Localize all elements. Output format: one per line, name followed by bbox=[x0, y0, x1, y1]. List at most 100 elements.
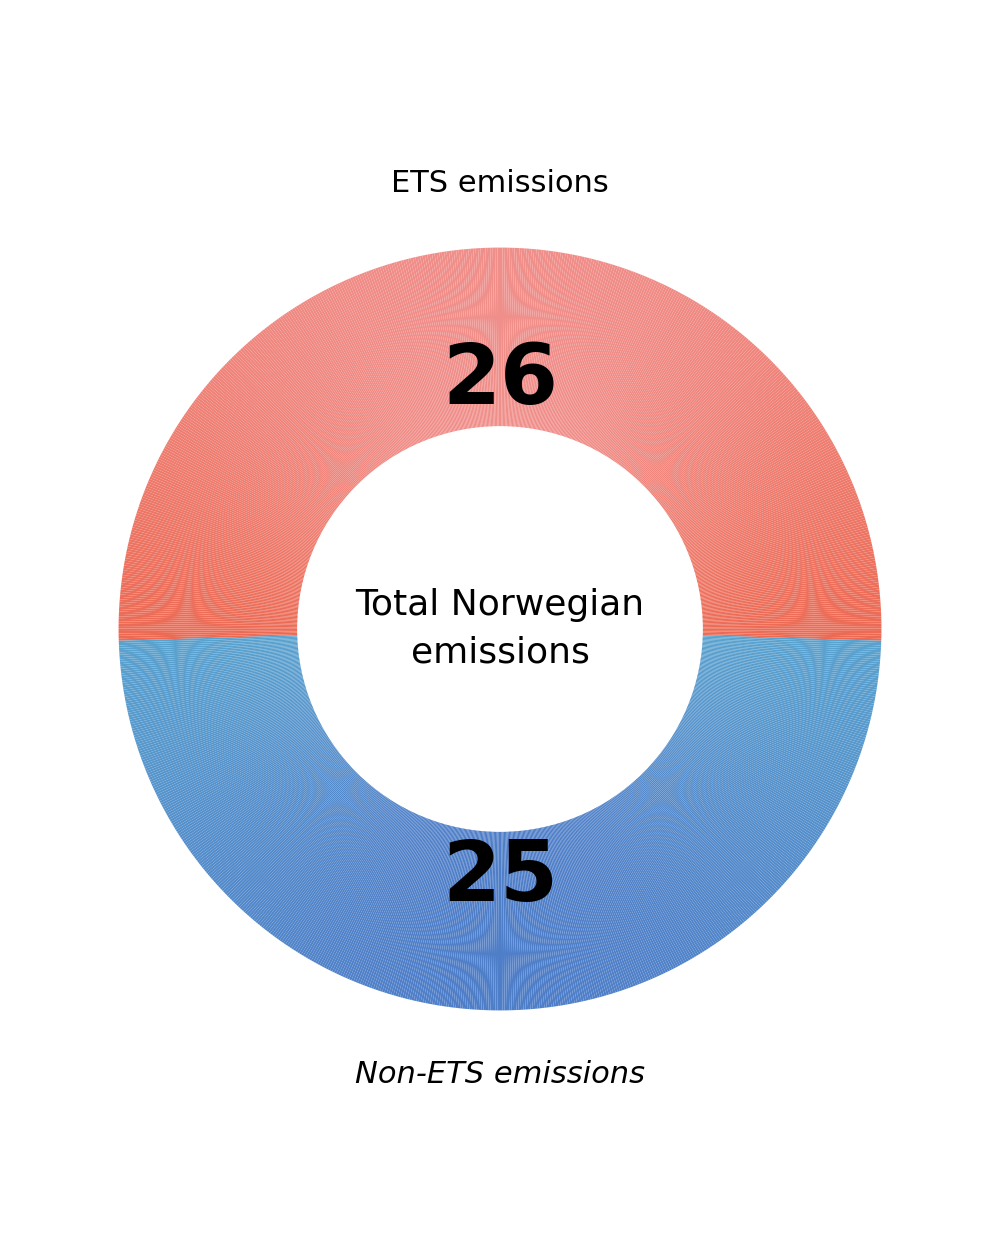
Polygon shape bbox=[702, 629, 881, 632]
Polygon shape bbox=[244, 345, 365, 479]
Polygon shape bbox=[468, 249, 484, 428]
Polygon shape bbox=[495, 832, 499, 1010]
Polygon shape bbox=[691, 506, 862, 565]
Polygon shape bbox=[548, 825, 593, 999]
Polygon shape bbox=[130, 535, 304, 580]
Polygon shape bbox=[636, 346, 758, 481]
Polygon shape bbox=[455, 830, 478, 1008]
Polygon shape bbox=[650, 764, 785, 884]
Polygon shape bbox=[119, 609, 298, 620]
Polygon shape bbox=[684, 711, 848, 786]
Polygon shape bbox=[209, 760, 346, 877]
Polygon shape bbox=[699, 559, 875, 593]
Polygon shape bbox=[146, 486, 313, 555]
Polygon shape bbox=[691, 693, 862, 751]
Polygon shape bbox=[651, 376, 787, 496]
Polygon shape bbox=[252, 782, 369, 920]
Polygon shape bbox=[555, 823, 607, 996]
Polygon shape bbox=[123, 659, 300, 688]
Polygon shape bbox=[605, 801, 701, 955]
Polygon shape bbox=[565, 268, 625, 438]
Polygon shape bbox=[454, 250, 477, 428]
Polygon shape bbox=[593, 808, 678, 967]
Polygon shape bbox=[412, 825, 454, 1000]
Polygon shape bbox=[164, 445, 323, 533]
Polygon shape bbox=[693, 513, 864, 569]
Polygon shape bbox=[226, 362, 356, 488]
Polygon shape bbox=[134, 686, 306, 738]
Polygon shape bbox=[696, 535, 870, 580]
Polygon shape bbox=[601, 804, 693, 960]
Polygon shape bbox=[493, 248, 497, 426]
Polygon shape bbox=[612, 796, 713, 947]
Polygon shape bbox=[228, 360, 357, 487]
Polygon shape bbox=[324, 808, 408, 969]
Polygon shape bbox=[313, 296, 402, 453]
Polygon shape bbox=[120, 648, 299, 667]
Polygon shape bbox=[633, 342, 753, 478]
Polygon shape bbox=[176, 736, 329, 832]
Polygon shape bbox=[514, 249, 529, 428]
Text: Total Norwegian
emissions: Total Norwegian emissions bbox=[355, 589, 645, 669]
Polygon shape bbox=[503, 248, 507, 426]
Polygon shape bbox=[695, 530, 869, 577]
Polygon shape bbox=[523, 250, 546, 428]
Polygon shape bbox=[490, 248, 496, 426]
Polygon shape bbox=[697, 673, 872, 716]
Polygon shape bbox=[676, 442, 833, 531]
Polygon shape bbox=[567, 819, 629, 989]
Polygon shape bbox=[217, 765, 351, 886]
Polygon shape bbox=[238, 776, 362, 908]
Polygon shape bbox=[182, 741, 332, 842]
Polygon shape bbox=[574, 816, 642, 984]
Polygon shape bbox=[189, 406, 336, 512]
Polygon shape bbox=[150, 474, 315, 548]
Polygon shape bbox=[152, 469, 316, 546]
Polygon shape bbox=[133, 684, 306, 736]
Polygon shape bbox=[285, 796, 387, 946]
Polygon shape bbox=[274, 321, 381, 467]
Polygon shape bbox=[691, 502, 860, 562]
Polygon shape bbox=[632, 781, 752, 917]
Polygon shape bbox=[691, 694, 861, 754]
Polygon shape bbox=[265, 788, 376, 931]
Polygon shape bbox=[596, 806, 683, 965]
Polygon shape bbox=[639, 351, 763, 483]
Polygon shape bbox=[649, 765, 782, 888]
Polygon shape bbox=[126, 551, 302, 589]
Polygon shape bbox=[541, 255, 580, 431]
Polygon shape bbox=[134, 520, 306, 572]
Polygon shape bbox=[262, 330, 375, 470]
Polygon shape bbox=[119, 633, 298, 638]
Polygon shape bbox=[284, 313, 387, 463]
Polygon shape bbox=[667, 415, 817, 517]
Polygon shape bbox=[423, 827, 460, 1003]
Polygon shape bbox=[177, 736, 329, 834]
Polygon shape bbox=[291, 798, 390, 950]
Polygon shape bbox=[670, 737, 822, 835]
Polygon shape bbox=[702, 611, 881, 621]
Polygon shape bbox=[672, 735, 826, 830]
Polygon shape bbox=[637, 348, 760, 481]
Polygon shape bbox=[477, 830, 489, 1010]
Polygon shape bbox=[375, 820, 435, 990]
Polygon shape bbox=[251, 338, 369, 476]
Polygon shape bbox=[223, 365, 354, 491]
Polygon shape bbox=[382, 821, 439, 993]
Polygon shape bbox=[677, 445, 836, 533]
Polygon shape bbox=[642, 359, 770, 487]
Polygon shape bbox=[702, 632, 881, 635]
Polygon shape bbox=[692, 691, 863, 747]
Polygon shape bbox=[669, 420, 821, 520]
Polygon shape bbox=[507, 832, 516, 1010]
Polygon shape bbox=[149, 708, 314, 780]
Polygon shape bbox=[679, 453, 839, 536]
Polygon shape bbox=[578, 815, 649, 981]
Polygon shape bbox=[617, 794, 722, 940]
Polygon shape bbox=[236, 775, 361, 906]
Polygon shape bbox=[582, 281, 657, 444]
Polygon shape bbox=[635, 779, 757, 912]
Polygon shape bbox=[119, 616, 298, 624]
Polygon shape bbox=[213, 376, 349, 496]
Polygon shape bbox=[280, 316, 384, 464]
